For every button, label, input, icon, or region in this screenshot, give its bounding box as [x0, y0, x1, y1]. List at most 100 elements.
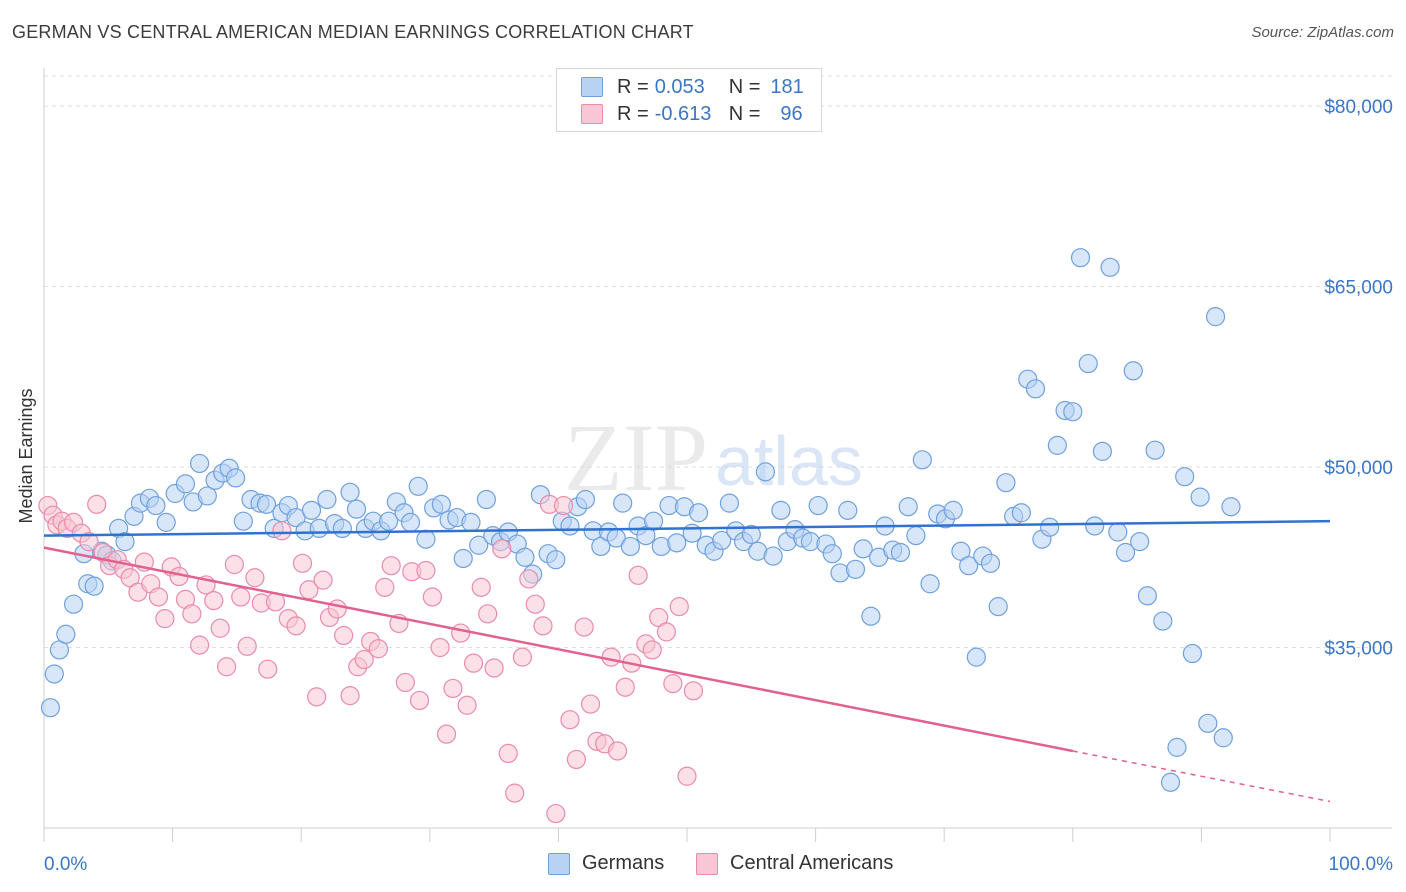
data-point: [1100, 257, 1120, 277]
y-tick-labels: $80,000 $65,000 $50,000 $35,000: [1324, 97, 1393, 659]
data-point: [400, 512, 421, 532]
correlation-legend: R = 0.053 N = 181 R = -0.613 N = 96: [556, 68, 822, 132]
legend-n-value: 96: [780, 102, 803, 125]
data-point: [1025, 379, 1046, 399]
gridlines: [44, 75, 1392, 649]
x-tick-label: 100.0%: [1329, 854, 1394, 875]
data-point: [525, 594, 545, 614]
data-point: [580, 694, 601, 714]
data-point: [476, 489, 496, 510]
data-point: [146, 495, 166, 516]
data-point: [197, 486, 217, 506]
data-point: [292, 553, 313, 573]
data-point: [451, 623, 471, 643]
data-point: [1160, 772, 1181, 792]
data-point: [327, 599, 347, 619]
data-point: [431, 494, 451, 514]
data-point: [519, 569, 539, 589]
data-point: [575, 489, 596, 510]
data-point: [453, 548, 473, 569]
data-point: [286, 616, 306, 636]
data-point: [272, 521, 292, 541]
data-point: [566, 749, 587, 770]
data-point: [156, 512, 176, 532]
data-point: [190, 635, 210, 655]
data-point: [677, 766, 697, 786]
central-americans-trend-extension: [1072, 750, 1331, 803]
data-point: [256, 494, 277, 514]
data-point: [1092, 441, 1112, 461]
central-americans-points: [38, 494, 704, 824]
legend-r-value: -0.613: [654, 102, 712, 125]
data-point: [409, 690, 430, 711]
data-point: [346, 499, 367, 519]
y-tick-label: $35,000: [1324, 639, 1393, 660]
data-point: [1167, 737, 1187, 757]
data-point: [1198, 713, 1218, 733]
data-point: [340, 686, 360, 706]
y-tick-label: $65,000: [1324, 278, 1393, 299]
series-label-central-americans: Central Americans: [730, 852, 894, 874]
data-point: [1130, 532, 1150, 552]
trend-lines: [43, 519, 1331, 803]
legend-r-label: R =: [617, 102, 649, 125]
data-point: [313, 570, 333, 590]
data-point: [546, 803, 566, 824]
data-point: [430, 637, 450, 658]
data-point: [182, 604, 202, 624]
data-point: [1123, 361, 1143, 381]
data-point: [890, 542, 911, 563]
data-point: [615, 677, 635, 697]
data-point: [533, 616, 553, 636]
data-point: [231, 587, 251, 607]
data-point: [210, 618, 230, 638]
data-point: [354, 649, 374, 670]
y-tick-label: $80,000: [1324, 97, 1393, 118]
data-point: [943, 500, 963, 520]
series-swatch-blue: [548, 852, 570, 875]
data-point: [307, 687, 327, 707]
data-point: [688, 503, 709, 523]
data-point: [966, 647, 986, 667]
legend-swatch-pink: [581, 104, 603, 124]
legend-row-central-americans: R = -0.613 N = 96: [581, 101, 803, 127]
data-point: [87, 494, 107, 514]
germans-points: [40, 248, 1241, 792]
data-point: [416, 560, 436, 581]
central-americans-trend-line: [43, 546, 1074, 753]
data-point: [574, 617, 594, 637]
data-point: [1205, 307, 1226, 327]
data-point: [1078, 353, 1098, 374]
data-point: [204, 590, 224, 611]
data-point: [712, 530, 732, 551]
watermark-atlas: atlas: [715, 422, 863, 500]
data-point: [301, 500, 322, 520]
data-point: [912, 450, 932, 470]
data-point: [601, 647, 621, 667]
data-point: [44, 664, 64, 684]
data-point: [553, 495, 574, 516]
y-axis-label: Median Earnings: [16, 388, 36, 523]
data-point: [224, 554, 244, 575]
data-point: [471, 577, 491, 597]
series-legend-central-americans: Central Americans: [696, 852, 893, 875]
data-point: [1115, 542, 1136, 563]
data-point: [853, 539, 873, 559]
data-point: [1070, 248, 1091, 268]
legend-n-value: 181: [770, 75, 804, 98]
legend-r-label: R =: [617, 75, 649, 98]
data-point: [683, 681, 704, 701]
data-point: [1153, 611, 1173, 631]
data-point: [1190, 487, 1210, 507]
data-point: [1108, 522, 1128, 542]
data-point: [1175, 467, 1195, 487]
data-point: [613, 493, 633, 513]
data-point: [226, 468, 246, 488]
data-point: [620, 536, 641, 557]
data-point: [1011, 503, 1031, 523]
data-point: [286, 507, 306, 528]
data-point: [845, 559, 866, 579]
data-point: [56, 624, 76, 644]
data-point: [1047, 435, 1067, 455]
data-point: [368, 639, 388, 659]
